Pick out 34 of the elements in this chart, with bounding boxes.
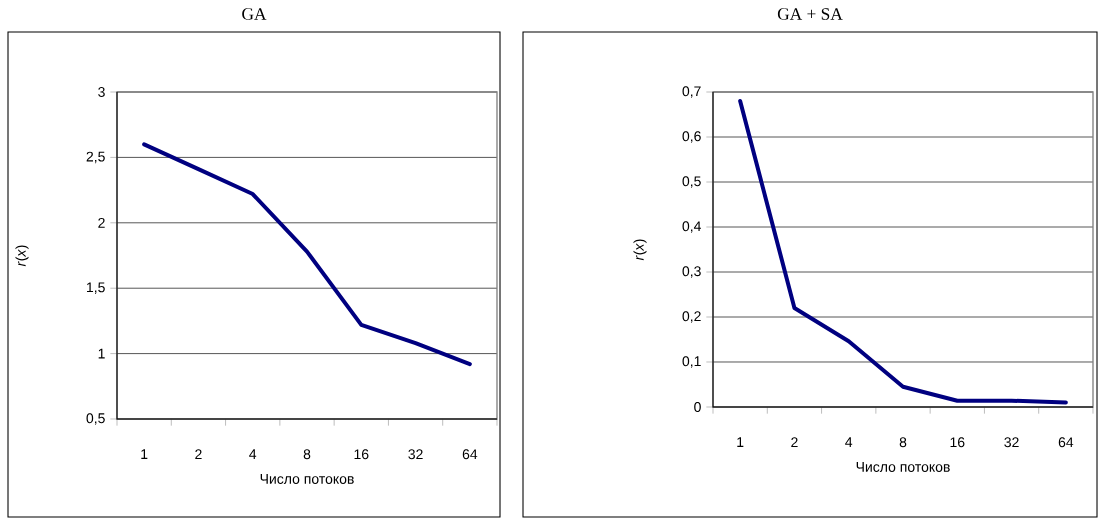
x-tick-label: 64 <box>1058 437 1074 448</box>
line-series <box>142 142 472 367</box>
y-tick-label: 0,5 <box>682 176 701 188</box>
x-tick-label: 2 <box>195 449 202 460</box>
x-tick-label: 4 <box>249 449 257 459</box>
y-tick-label: 0,5 <box>86 413 105 425</box>
x-tick-label: 8 <box>303 449 311 460</box>
y-tick-label: 0,1 <box>682 356 701 368</box>
y-tick-label: 1 <box>98 348 105 359</box>
x-tick-label: 4 <box>845 437 853 447</box>
x-axis-title: Число потоков <box>856 462 950 472</box>
x-axis-title: Число потоков <box>260 474 354 484</box>
line-series <box>738 99 1068 405</box>
chart-title: GA <box>242 8 267 20</box>
chart-title: GA + SA <box>777 8 843 20</box>
x-tick-label: 32 <box>408 449 423 460</box>
y-tick-label: 2,5 <box>86 151 105 164</box>
y-tick-label: 0,3 <box>682 266 701 278</box>
y-tick-label: 0,4 <box>682 221 701 233</box>
y-tick-label: 0,6 <box>682 131 701 143</box>
y-tick-label: 0,2 <box>682 311 701 323</box>
y-tick-label: 1,5 <box>87 282 105 294</box>
x-tick-label: 1 <box>141 449 148 459</box>
y-tick-label: 3 <box>98 87 105 97</box>
y-tick-label: 2 <box>98 217 105 228</box>
y-tick-label: 0 <box>694 402 701 412</box>
x-tick-label: 32 <box>1004 437 1019 448</box>
y-tick-label: 0,7 <box>682 86 701 98</box>
x-tick-label: 16 <box>354 449 369 460</box>
x-tick-label: 8 <box>899 437 907 448</box>
x-tick-label: 1 <box>737 437 744 447</box>
x-tick-label: 2 <box>791 437 798 448</box>
x-tick-label: 64 <box>462 449 478 460</box>
x-tick-label: 16 <box>950 437 965 448</box>
